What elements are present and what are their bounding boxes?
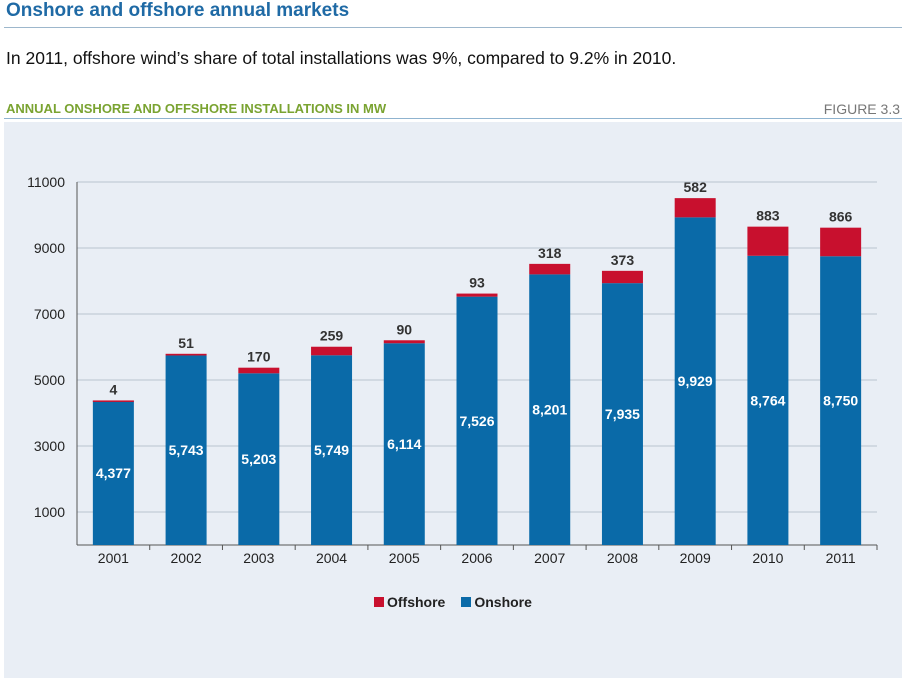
bar-offshore [383, 340, 425, 344]
onshore-value-label: 9,929 [678, 373, 713, 389]
x-tick-label: 2010 [752, 550, 783, 566]
x-tick-label: 2002 [171, 550, 202, 566]
figure-title: ANNUAL ONSHORE AND OFFSHORE INSTALLATION… [6, 101, 387, 116]
x-tick-label: 2003 [243, 550, 274, 566]
x-tick-label: 2006 [461, 550, 492, 566]
x-tick-label: 2004 [316, 550, 347, 566]
legend-label-offshore: Offshore [387, 594, 446, 610]
offshore-value-label: 4 [109, 381, 117, 397]
onshore-value-label: 5,749 [314, 442, 349, 458]
bar-onshore [747, 255, 789, 545]
y-tick-label: 3000 [34, 438, 65, 454]
bar-offshore [165, 353, 207, 356]
offshore-value-label: 582 [684, 179, 708, 195]
bar-onshore [601, 283, 643, 545]
onshore-value-label: 4,377 [96, 465, 131, 481]
y-tick-label: 7000 [34, 306, 65, 322]
bar-offshore [601, 270, 643, 284]
x-tick-label: 2001 [98, 550, 129, 566]
y-tick-label: 11000 [27, 174, 65, 190]
legend-item-offshore: Offshore [374, 594, 445, 610]
legend-swatch-onshore [461, 597, 472, 607]
bar-offshore [456, 293, 498, 297]
legend-label-onshore: Onshore [474, 594, 532, 610]
onshore-value-label: 7,935 [605, 406, 640, 422]
onshore-value-label: 5,203 [241, 451, 276, 467]
x-tick-label: 2007 [534, 550, 565, 566]
bar-onshore [820, 256, 862, 545]
title-divider [4, 27, 902, 28]
bar-offshore [820, 227, 862, 257]
offshore-value-label: 170 [247, 349, 271, 365]
bar-onshore [674, 217, 716, 545]
y-tick-label: 1000 [34, 504, 65, 520]
onshore-value-label: 8,750 [823, 393, 858, 409]
bar-offshore [747, 226, 789, 256]
onshore-value-label: 5,743 [169, 442, 204, 458]
offshore-value-label: 93 [469, 275, 485, 291]
bar-onshore [238, 373, 280, 545]
x-tick-label: 2011 [826, 550, 856, 566]
bar-offshore [311, 346, 353, 356]
x-tick-label: 2009 [680, 550, 711, 566]
y-tick-label: 5000 [34, 372, 65, 388]
chart-legend: Offshore Onshore [374, 594, 542, 610]
offshore-value-label: 883 [756, 208, 780, 224]
offshore-value-label: 318 [538, 245, 562, 261]
bar-onshore [383, 343, 425, 545]
bar-onshore [456, 296, 498, 545]
offshore-value-label: 373 [611, 252, 635, 268]
bar-offshore [238, 367, 280, 374]
offshore-value-label: 259 [320, 328, 344, 344]
intro-text: In 2011, offshore wind’s share of total … [6, 48, 677, 68]
onshore-value-label: 8,764 [750, 392, 785, 408]
offshore-value-label: 51 [178, 335, 194, 351]
offshore-value-label: 90 [396, 321, 412, 337]
bar-onshore [165, 355, 207, 545]
figure-number: FIGURE 3.3 [823, 101, 900, 117]
x-tick-label: 2005 [389, 550, 420, 566]
onshore-value-label: 8,201 [532, 402, 567, 418]
bar-offshore [529, 263, 571, 275]
section-title: Onshore and offshore annual markets [6, 0, 350, 21]
offshore-value-label: 866 [829, 209, 853, 225]
y-tick-label: 9000 [34, 240, 65, 256]
x-tick-label: 2008 [607, 550, 638, 566]
figure-divider [4, 118, 902, 119]
legend-swatch-offshore [374, 597, 384, 607]
onshore-value-label: 6,114 [387, 436, 421, 452]
onshore-value-label: 7,526 [459, 413, 494, 429]
bar-onshore [529, 274, 571, 545]
legend-item-onshore: Onshore [461, 594, 532, 610]
bar-offshore [92, 400, 134, 402]
bar-onshore [311, 355, 353, 545]
bar-onshore [92, 400, 134, 545]
bar-offshore [674, 198, 716, 218]
